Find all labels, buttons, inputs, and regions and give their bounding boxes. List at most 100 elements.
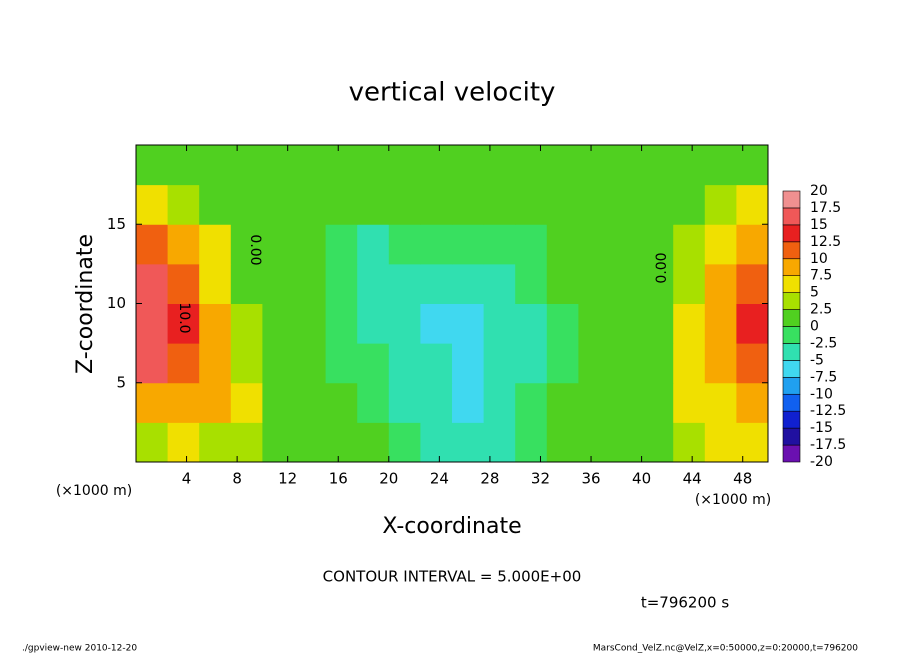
cell bbox=[452, 224, 485, 265]
cell bbox=[199, 224, 232, 265]
cell bbox=[388, 422, 421, 463]
colorbar-swatch bbox=[782, 207, 801, 226]
cell bbox=[262, 224, 295, 265]
x-tick-label: 48 bbox=[733, 470, 752, 488]
cell bbox=[515, 184, 548, 225]
cell bbox=[230, 303, 263, 344]
cell bbox=[641, 422, 674, 463]
cell bbox=[578, 303, 611, 344]
colorbar-label: -2.5 bbox=[810, 335, 837, 351]
cell bbox=[167, 184, 200, 225]
colorbar-swatch bbox=[782, 224, 801, 243]
cell bbox=[515, 303, 548, 344]
cell bbox=[704, 422, 737, 463]
x-tick-label: 16 bbox=[329, 470, 348, 488]
cell bbox=[610, 263, 643, 304]
cell bbox=[294, 343, 327, 384]
cell bbox=[388, 382, 421, 423]
cell bbox=[294, 263, 327, 304]
cell bbox=[704, 303, 737, 344]
cell bbox=[483, 224, 516, 265]
cell bbox=[230, 343, 263, 384]
cell bbox=[578, 382, 611, 423]
cell bbox=[325, 303, 358, 344]
contour-label: 0.00 bbox=[247, 234, 263, 265]
contour-label: 0.00 bbox=[654, 252, 670, 283]
colorbar-label: -7.5 bbox=[810, 369, 837, 385]
x-tick-label: 4 bbox=[182, 470, 192, 488]
cell bbox=[136, 422, 169, 463]
cell bbox=[483, 422, 516, 463]
cell bbox=[515, 343, 548, 384]
cell bbox=[452, 303, 485, 344]
y-tick-label: 10 bbox=[107, 294, 126, 312]
cell bbox=[546, 263, 579, 304]
cell bbox=[325, 382, 358, 423]
cell bbox=[452, 145, 485, 186]
cell bbox=[199, 145, 232, 186]
colorbar-swatch bbox=[782, 427, 801, 446]
cell bbox=[578, 184, 611, 225]
cell bbox=[230, 422, 263, 463]
cell bbox=[610, 343, 643, 384]
cell bbox=[357, 343, 390, 384]
cell bbox=[546, 224, 579, 265]
cell bbox=[136, 263, 169, 304]
cell bbox=[136, 303, 169, 344]
cell bbox=[294, 145, 327, 186]
cell bbox=[420, 382, 453, 423]
x-tick-label: 12 bbox=[278, 470, 297, 488]
colorbar-swatch bbox=[782, 360, 801, 378]
cell bbox=[515, 224, 548, 265]
cell bbox=[199, 303, 232, 344]
cell bbox=[136, 184, 169, 225]
cell bbox=[673, 303, 706, 344]
cell bbox=[641, 343, 674, 384]
cell bbox=[230, 263, 263, 304]
cell bbox=[388, 343, 421, 384]
cell bbox=[167, 343, 200, 384]
cell bbox=[230, 382, 263, 423]
cell bbox=[357, 224, 390, 265]
cell bbox=[167, 145, 200, 186]
cell bbox=[515, 422, 548, 463]
cell bbox=[736, 184, 769, 225]
cell bbox=[136, 224, 169, 265]
cell bbox=[388, 184, 421, 225]
colorbar-label: 0 bbox=[810, 319, 819, 335]
colorbar-label: -5 bbox=[810, 352, 824, 368]
cell bbox=[388, 303, 421, 344]
cell bbox=[262, 422, 295, 463]
cell bbox=[357, 382, 390, 423]
cell bbox=[262, 382, 295, 423]
y-tick-label: 15 bbox=[107, 215, 126, 233]
cell bbox=[610, 382, 643, 423]
cell bbox=[578, 263, 611, 304]
cell bbox=[483, 303, 516, 344]
cell bbox=[673, 224, 706, 265]
cell bbox=[230, 224, 263, 265]
cell bbox=[673, 382, 706, 423]
cell bbox=[546, 343, 579, 384]
cell bbox=[483, 184, 516, 225]
cell bbox=[452, 382, 485, 423]
cell bbox=[294, 303, 327, 344]
cell bbox=[546, 303, 579, 344]
colorbar-swatch bbox=[782, 343, 801, 361]
cell bbox=[673, 422, 706, 463]
colorbar-label: 12.5 bbox=[810, 234, 841, 250]
cell bbox=[452, 343, 485, 384]
x-unit: (×1000 m) bbox=[695, 492, 771, 508]
cell bbox=[736, 343, 769, 384]
cell bbox=[610, 422, 643, 463]
cell bbox=[420, 422, 453, 463]
cell bbox=[546, 382, 579, 423]
colorbar-swatch bbox=[782, 444, 801, 463]
x-axis-label: X-coordinate bbox=[382, 514, 521, 539]
colorbar-swatch bbox=[782, 309, 801, 327]
cell bbox=[199, 422, 232, 463]
cell bbox=[641, 382, 674, 423]
cell bbox=[262, 184, 295, 225]
cell bbox=[357, 263, 390, 304]
